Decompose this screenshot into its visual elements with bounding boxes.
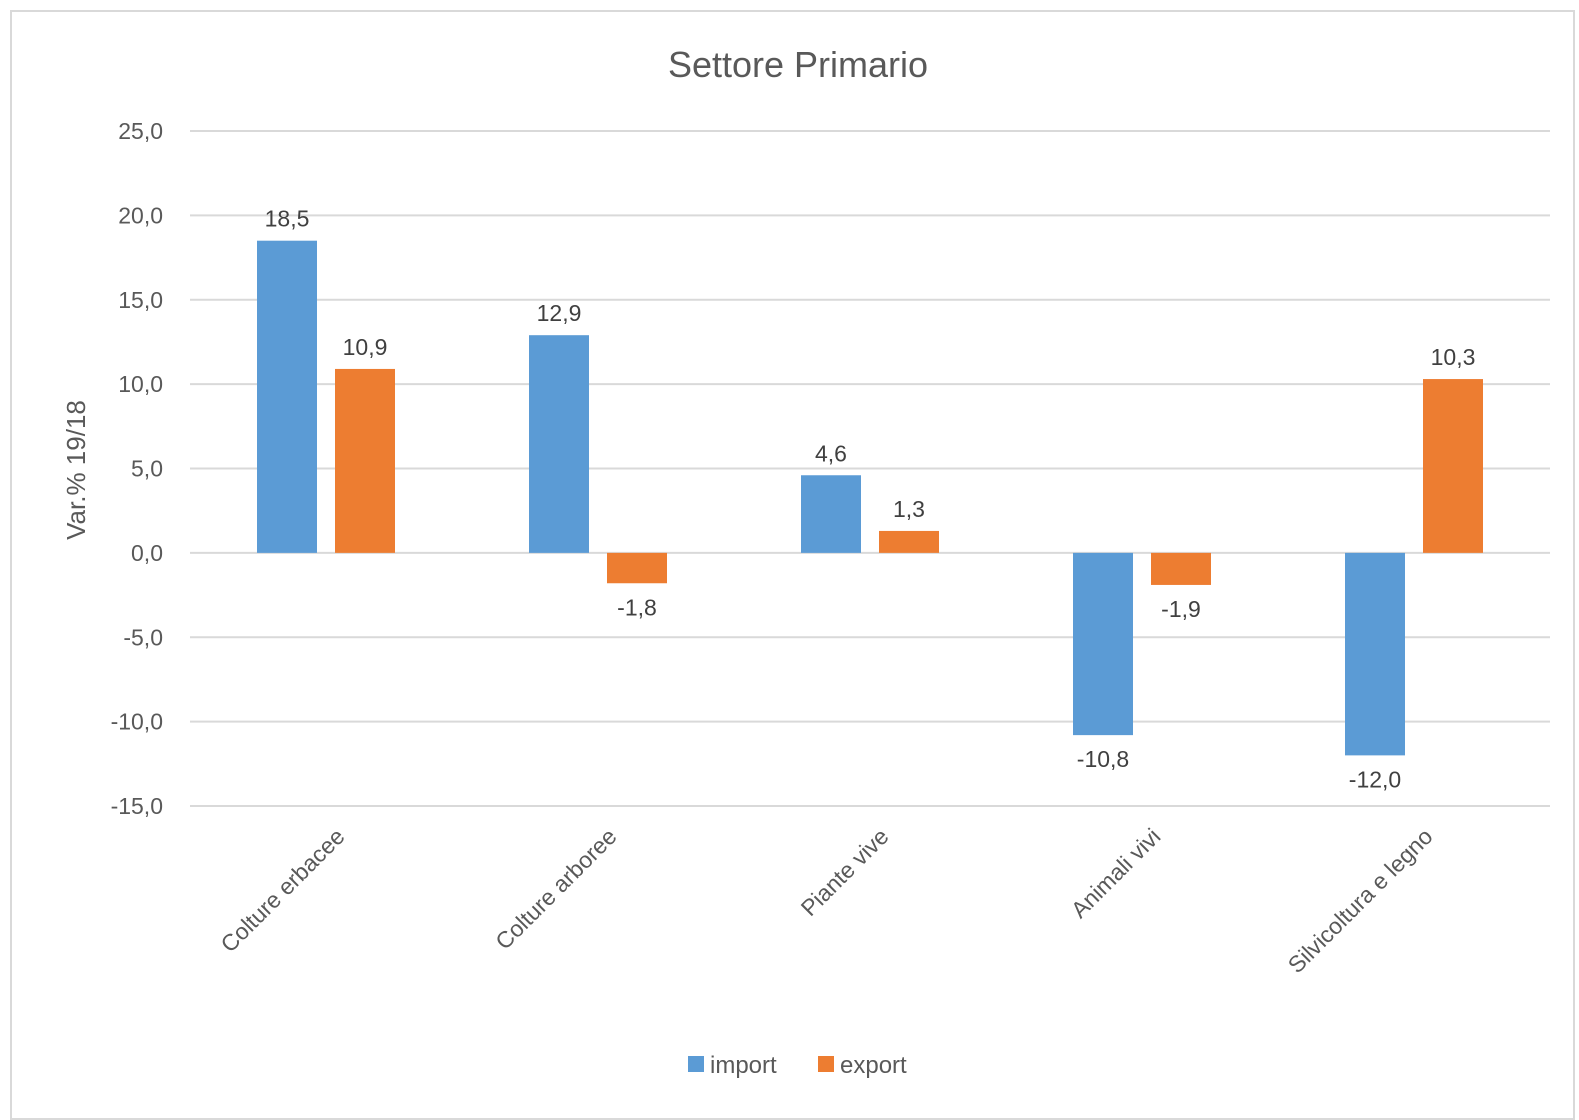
bar-export	[1151, 552, 1211, 585]
y-tick-label: 25,0	[118, 118, 163, 144]
bar-import	[529, 335, 589, 553]
data-label-import: 4,6	[815, 440, 847, 466]
x-tick-label: Colture erbacee	[215, 823, 349, 957]
y-tick-label: 15,0	[118, 287, 163, 313]
bar-import	[257, 240, 317, 553]
chart-title: Settore Primario	[668, 44, 928, 85]
legend-label-export: export	[840, 1052, 907, 1079]
y-tick-label: 20,0	[118, 202, 163, 228]
x-tick-label: Silvicoltura e legno	[1283, 823, 1438, 978]
y-tick-label: 0,0	[131, 540, 163, 566]
x-tick-label: Colture arboree	[490, 823, 621, 954]
data-label-export: 10,3	[1431, 344, 1476, 370]
data-label-import: -12,0	[1349, 766, 1401, 792]
x-axis-ticks: Colture erbacee Colture arboree Piante viv…	[215, 823, 1437, 978]
data-label-export: 1,3	[893, 496, 925, 522]
chart-frame	[10, 10, 1575, 1120]
bar-import	[1073, 552, 1133, 736]
data-label-import: 18,5	[265, 206, 310, 232]
legend: import export	[688, 1052, 907, 1079]
y-tick-label: 10,0	[118, 371, 163, 397]
data-label-import: -10,8	[1077, 746, 1129, 772]
bars	[257, 240, 1483, 756]
y-axis-ticks: 25,0 20,0 15,0 10,0 5,0 0,0 -5,0 -10,0 -15,0	[111, 118, 163, 819]
bar-export	[1423, 379, 1483, 553]
bar-import	[1345, 552, 1405, 756]
data-labels: 18,5 10,9 12,9 -1,8 4,6 1,3 -10,8 -1,9 -12,0 10,3	[265, 206, 1476, 793]
bar-export	[607, 552, 667, 584]
bar-export	[335, 368, 395, 553]
bar-export	[879, 530, 939, 553]
data-label-import: 12,9	[537, 300, 582, 326]
y-tick-label: -10,0	[111, 709, 163, 735]
y-tick-label: -15,0	[111, 793, 163, 819]
data-label-export: -1,8	[617, 594, 657, 620]
y-tick-label: -5,0	[123, 624, 163, 650]
legend-label-import: import	[710, 1052, 777, 1079]
x-tick-label: Animali vivi	[1066, 823, 1166, 923]
data-label-export: 10,9	[343, 334, 388, 360]
y-axis-label: Var.% 19/18	[61, 400, 91, 540]
x-tick-label: Piante vive	[796, 823, 894, 921]
bar-import	[801, 475, 861, 553]
data-label-export: -1,9	[1161, 596, 1201, 622]
y-tick-label: 5,0	[131, 456, 163, 482]
gridlines	[190, 130, 1550, 807]
legend-swatch-export	[818, 1056, 834, 1072]
legend-swatch-import	[688, 1056, 704, 1072]
